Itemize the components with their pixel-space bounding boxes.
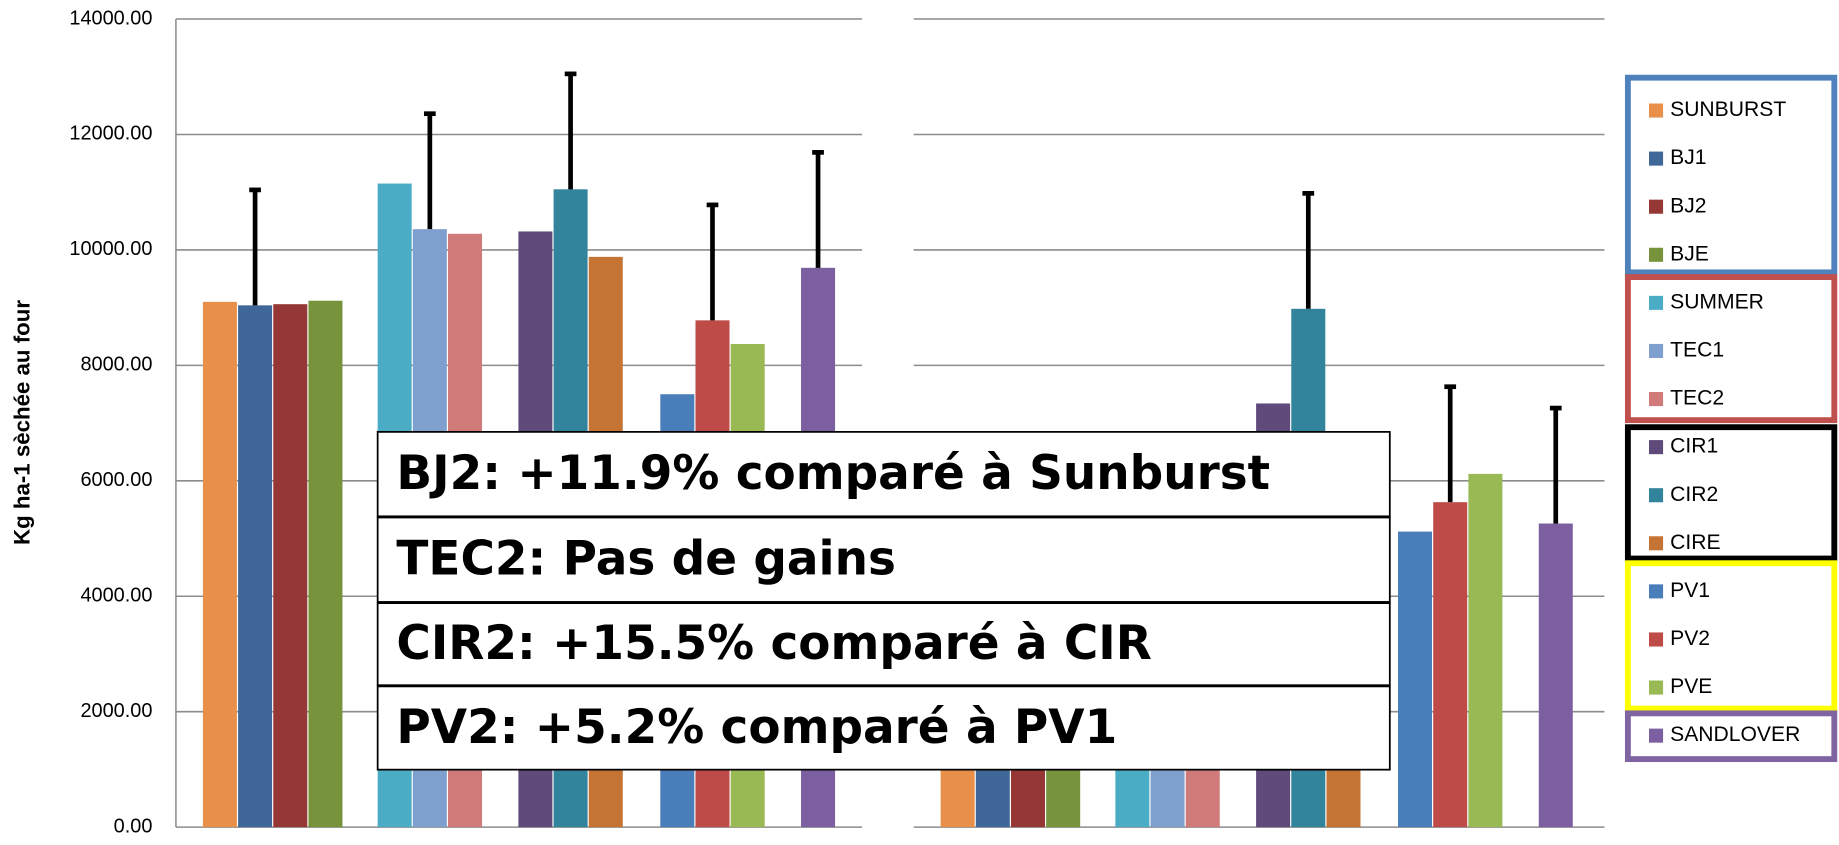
y-tick-label: 0.00 bbox=[114, 815, 153, 837]
y-tick-label: 10000.00 bbox=[69, 238, 152, 260]
legend-group-box bbox=[1624, 74, 1838, 276]
legend-label: SUNBURST bbox=[1670, 98, 1786, 121]
legend-label: CIRE bbox=[1670, 531, 1720, 554]
y-axis-label: Kg ha-1 sèchée au four bbox=[9, 300, 34, 545]
legend-group-box bbox=[1624, 274, 1838, 424]
bar bbox=[1398, 531, 1433, 828]
annotation: BJ2: +11.9% comparé à Sunburst bbox=[396, 446, 1270, 501]
legend-label: TEC1 bbox=[1670, 339, 1724, 362]
y-tick-label: 12000.00 bbox=[69, 123, 152, 145]
annotation: PV2: +5.2% comparé à PV1 bbox=[396, 700, 1117, 755]
legend-label: TEC2 bbox=[1670, 387, 1724, 410]
legend-swatch bbox=[1649, 247, 1664, 262]
bar bbox=[1433, 502, 1468, 828]
legend-label: CIR1 bbox=[1670, 435, 1718, 458]
legend-swatch bbox=[1649, 103, 1664, 118]
legend-group-box bbox=[1624, 560, 1838, 712]
annotation-box bbox=[376, 516, 1391, 603]
legend-group-box bbox=[1624, 710, 1838, 763]
legend-label: BJ2 bbox=[1670, 194, 1706, 217]
annotation-box bbox=[376, 685, 1391, 771]
legend-label: SUMMER bbox=[1670, 290, 1764, 313]
y-tick-label: 2000.00 bbox=[80, 700, 152, 722]
legend-swatch bbox=[1649, 632, 1664, 647]
y-tick-label: 6000.00 bbox=[80, 469, 152, 491]
annotation-box bbox=[376, 602, 1391, 687]
y-tick-label: 8000.00 bbox=[80, 354, 152, 376]
annotation: TEC2: Pas de gains bbox=[396, 532, 896, 587]
legend-swatch bbox=[1649, 151, 1664, 166]
legend-swatch bbox=[1649, 536, 1664, 551]
bar bbox=[273, 304, 308, 828]
y-tick-label: 4000.00 bbox=[80, 585, 152, 607]
legend-label: BJE bbox=[1670, 242, 1709, 265]
legend-swatch bbox=[1649, 392, 1664, 407]
legend-swatch bbox=[1649, 488, 1664, 503]
y-tick-label: 14000.00 bbox=[69, 7, 152, 29]
legend-label: BJ1 bbox=[1670, 146, 1706, 169]
legend-label: CIR2 bbox=[1670, 483, 1718, 506]
legend-swatch bbox=[1649, 295, 1664, 310]
legend-swatch bbox=[1649, 440, 1664, 455]
annotation-box bbox=[376, 431, 1391, 518]
bar bbox=[1468, 473, 1503, 828]
bar bbox=[308, 300, 343, 828]
bar bbox=[202, 301, 237, 828]
bar bbox=[1538, 523, 1573, 828]
bar bbox=[238, 305, 273, 828]
legend-label: PV2 bbox=[1670, 627, 1710, 650]
legend-label: PVE bbox=[1670, 675, 1712, 698]
legend-swatch bbox=[1649, 680, 1664, 695]
legend-swatch bbox=[1649, 728, 1664, 743]
legend-group-box bbox=[1624, 424, 1838, 562]
legend-swatch bbox=[1649, 199, 1664, 214]
legend-label: SANDLOVER bbox=[1670, 723, 1800, 746]
annotation: CIR2: +15.5% comparé à CIR bbox=[396, 616, 1151, 671]
legend-swatch bbox=[1649, 584, 1664, 599]
legend-label: PV1 bbox=[1670, 579, 1710, 602]
legend-swatch bbox=[1649, 343, 1664, 358]
